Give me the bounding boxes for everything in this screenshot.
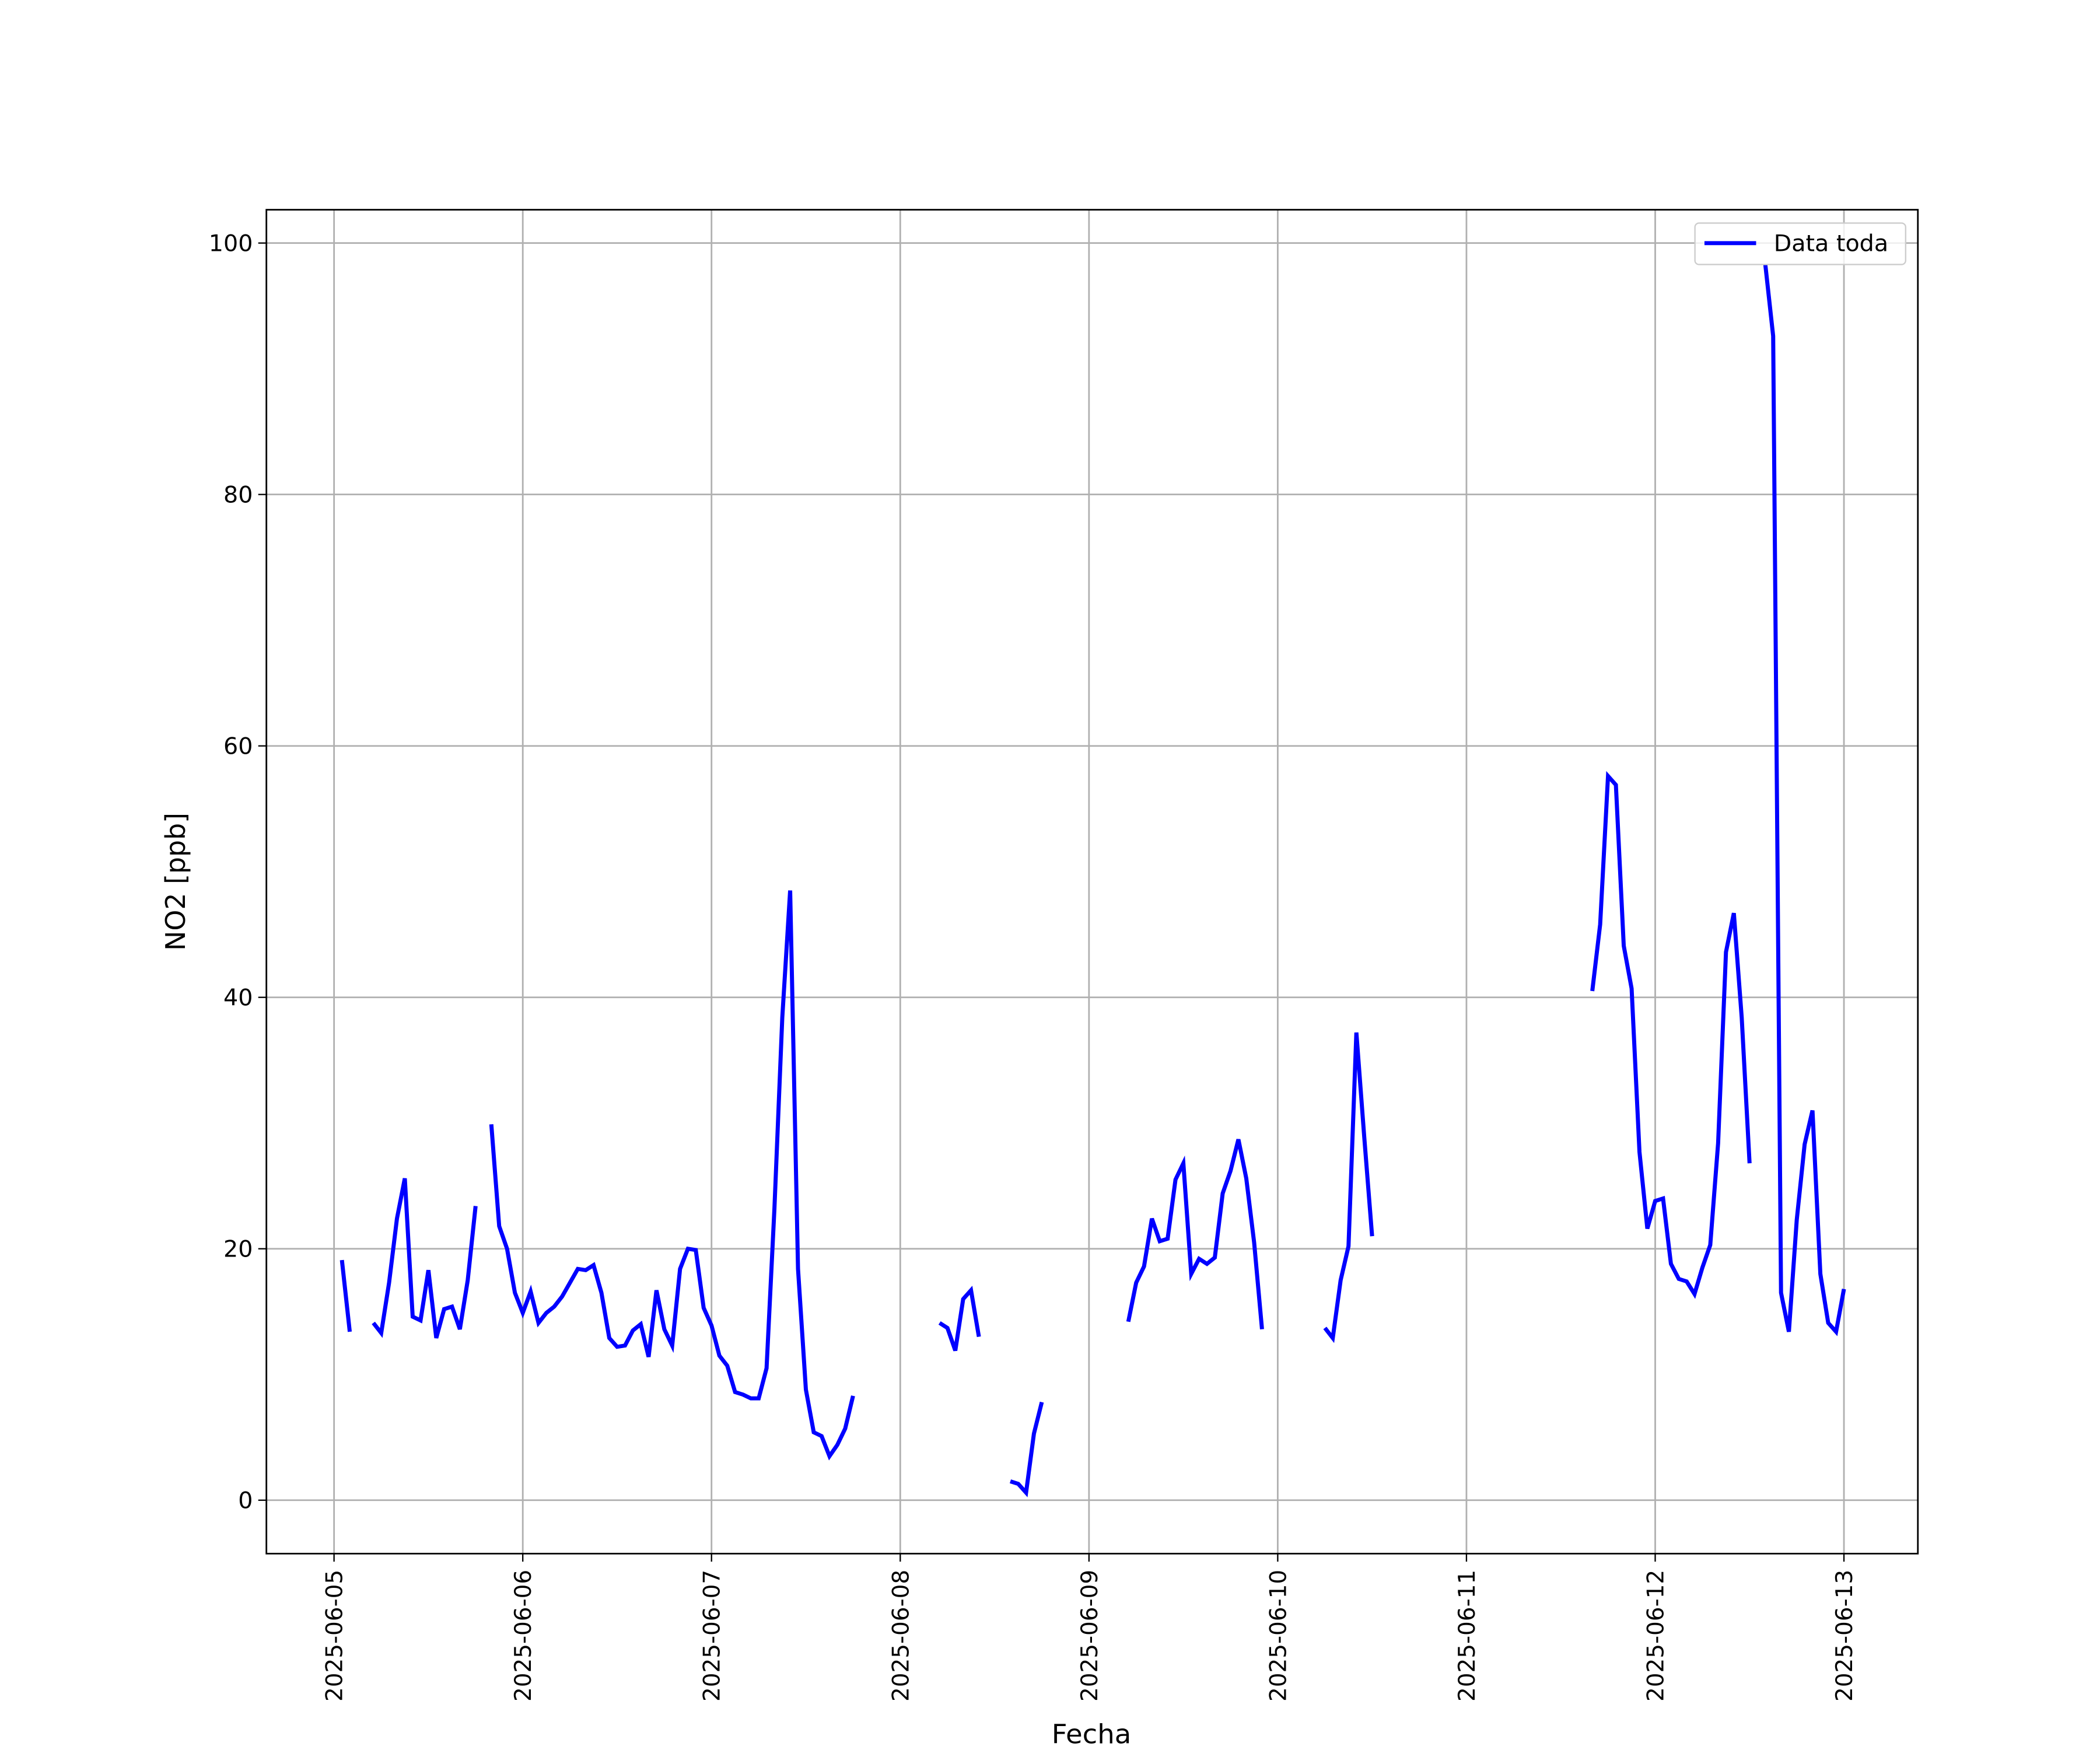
x-tick-label: 2025-06-09 bbox=[1077, 1570, 1103, 1702]
y-tick-label: 100 bbox=[209, 231, 253, 257]
y-tick-label: 20 bbox=[223, 1237, 253, 1263]
y-tick-label: 80 bbox=[223, 482, 253, 509]
legend-label: Data toda bbox=[1774, 231, 1888, 257]
legend-box bbox=[1694, 222, 1906, 265]
data-line bbox=[340, 264, 1846, 1497]
y-tick-label: 40 bbox=[223, 985, 253, 1012]
x-tick-label: 2025-06-06 bbox=[510, 1570, 537, 1702]
x-tick-label: 2025-06-11 bbox=[1454, 1570, 1480, 1702]
y-axis-label: NO2 [ppb] bbox=[160, 813, 191, 951]
plot-frame bbox=[265, 209, 1919, 1555]
y-tick-label: 0 bbox=[238, 1488, 253, 1514]
x-tick-label: 2025-06-10 bbox=[1265, 1570, 1292, 1702]
x-axis-label: Fecha bbox=[1052, 1718, 1132, 1750]
x-tick-label: 2025-06-07 bbox=[699, 1570, 725, 1702]
x-tick-label: 2025-06-05 bbox=[321, 1570, 348, 1702]
x-tick-label: 2025-06-12 bbox=[1643, 1570, 1669, 1702]
x-tick-label: 2025-06-13 bbox=[1832, 1570, 1858, 1702]
x-tick-label: 2025-06-08 bbox=[888, 1570, 914, 1702]
y-tick-label: 60 bbox=[223, 734, 253, 760]
